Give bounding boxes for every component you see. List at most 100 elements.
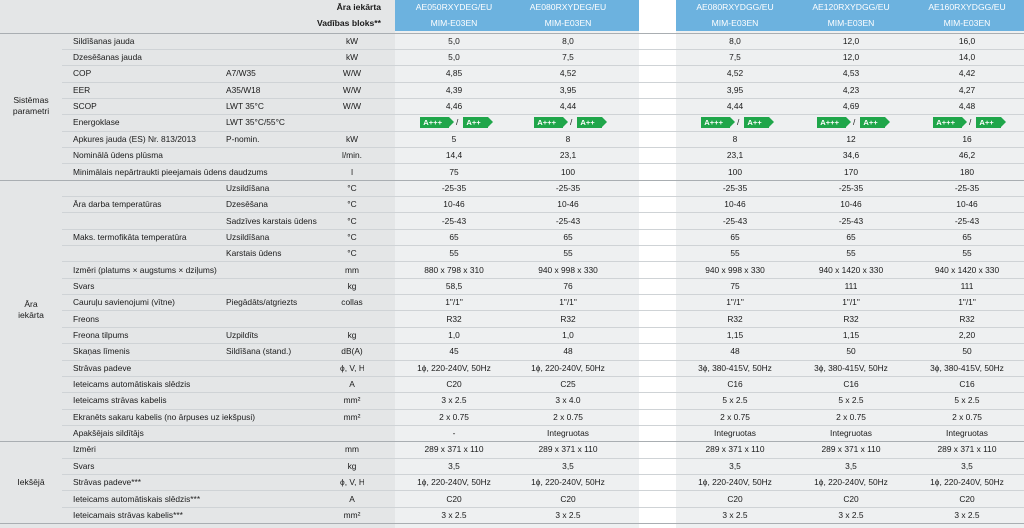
value-cell: 3 x 2.5 — [722, 509, 748, 520]
value-cell: 289 x 371 x 110 — [424, 444, 484, 455]
row-condition: LWT 35°C/55°C — [226, 117, 285, 128]
value-cell: C20 — [560, 493, 576, 504]
control-unit: MIM-E03EN — [827, 18, 875, 28]
row-condition: Uzsildīšana — [226, 231, 270, 242]
value-cell: 7,5 — [562, 52, 574, 63]
energy-badge-primary: A+++ — [933, 116, 967, 128]
row-unit: collas — [341, 297, 363, 308]
value-cell: 3 x 2.5 — [441, 395, 467, 406]
value-cell: R32 — [727, 313, 743, 324]
row-divider — [62, 343, 1024, 345]
value-cell: 1"/1" — [559, 297, 577, 308]
value-cell: C16 — [959, 379, 975, 390]
row-condition: Piegādāts/atgriezts — [226, 297, 298, 308]
row-label: Strāvas padeve — [73, 362, 132, 373]
value-cell: 5 x 2.5 — [722, 395, 748, 406]
value-cell: 58,5 — [445, 280, 463, 291]
row-condition: P-nomin. — [226, 133, 260, 144]
model-name: AE080RXYDGG/EU — [696, 2, 774, 12]
value-cell: - — [452, 428, 456, 439]
value-cell: 3ϕ, 380-415V, 50Hz — [930, 362, 1004, 373]
value-cell: 3ϕ, 380-415V, 50Hz — [814, 362, 888, 373]
value-cell: 48 — [730, 346, 740, 357]
row-label: Svars — [73, 460, 95, 471]
value-cell: 12 — [846, 133, 856, 144]
value-cell: -25-43 — [555, 215, 581, 226]
row-unit: W/W — [342, 68, 362, 79]
group-label: iekārta — [18, 310, 44, 321]
model-name: AE050RXYDEG/EU — [415, 2, 493, 12]
row-divider — [62, 245, 1024, 247]
value-cell: 3,5 — [961, 460, 973, 471]
value-cell: 2 x 0.75 — [439, 411, 469, 422]
row-label: Cauruļu savienojumi (vītne) — [73, 297, 175, 308]
header-bg-left — [395, 0, 639, 31]
energy-class-badges: A+++ / A++ — [801, 114, 901, 130]
value-cell: R32 — [843, 313, 859, 324]
row-unit: °C — [347, 182, 357, 193]
value-cell: 1,0 — [448, 330, 460, 340]
row-divider — [62, 277, 1024, 279]
value-cell: -25-43 — [441, 215, 467, 226]
value-cell: 289 x 371 x 110 — [538, 444, 598, 455]
value-cell: 34,6 — [842, 150, 860, 161]
row-label: Energoklase — [73, 117, 120, 128]
row-unit: °C — [347, 231, 357, 242]
value-cell: 8,0 — [562, 35, 574, 46]
row-unit: °C — [347, 215, 357, 226]
label-column-bg — [0, 0, 62, 528]
row-divider — [62, 473, 1024, 475]
group-divider — [0, 179, 1024, 181]
value-cell: 289 x 371 x 110 — [821, 444, 881, 455]
table-bottom-line — [0, 523, 1024, 524]
value-cell: 46,2 — [958, 150, 976, 161]
value-cell: -25-35 — [555, 182, 581, 193]
value-cell: C20 — [843, 493, 859, 504]
value-cell: 1ϕ, 220-240V, 50Hz — [531, 477, 605, 488]
row-label: Strāvas padeve*** — [73, 477, 141, 488]
value-cell: 8 — [565, 133, 571, 144]
row-label: SCOP — [73, 101, 97, 112]
value-cell: 3 x 2.5 — [555, 509, 581, 520]
row-divider — [62, 114, 1024, 116]
value-cell: 1ϕ, 220-240V, 50Hz — [417, 362, 491, 373]
energy-badge-primary: A+++ — [420, 116, 454, 128]
row-divider — [62, 48, 1024, 50]
value-cell: 65 — [449, 231, 459, 242]
row-divider — [62, 490, 1024, 492]
value-cell: 5 x 2.5 — [838, 395, 864, 406]
value-cell: 2 x 0.75 — [720, 411, 750, 422]
row-divider — [62, 326, 1024, 328]
group-divider — [0, 32, 1024, 34]
value-cell: Integruotas — [714, 428, 756, 439]
row-label: Dzesēšanas jauda — [73, 52, 142, 63]
value-cell: 940 x 998 x 330 — [705, 264, 765, 275]
value-cell: 1ϕ, 220-240V, 50Hz — [698, 477, 772, 488]
value-cell: 50 — [846, 346, 856, 357]
energy-badge-separator: / — [969, 117, 972, 128]
value-cell: 23,1 — [726, 150, 744, 161]
row-unit: kW — [345, 35, 359, 46]
value-cell: 1"/1" — [726, 297, 744, 308]
row-unit: A — [349, 493, 355, 504]
row-unit: W/W — [342, 101, 362, 112]
value-cell: 1ϕ, 220-240V, 50Hz — [531, 362, 605, 373]
value-bg-left — [395, 0, 639, 528]
row-divider — [62, 81, 1024, 83]
row-unit: mm — [345, 264, 359, 275]
value-cell: 1"/1" — [445, 297, 463, 308]
group-label: Sistēmas — [13, 95, 49, 106]
value-cell: 180 — [960, 166, 974, 177]
group-label: parametri — [12, 106, 50, 117]
group-label: Iekšējā — [17, 476, 45, 487]
row-unit: l/min. — [341, 150, 362, 161]
energy-badge-secondary: A++ — [860, 116, 891, 128]
value-cell: 170 — [844, 166, 858, 177]
value-cell: 3,5 — [562, 460, 574, 471]
energy-badge-primary: A+++ — [701, 116, 735, 128]
energy-class-badges: A+++ / A++ — [518, 114, 618, 130]
value-cell: 14,0 — [958, 52, 976, 63]
header-bg-right — [676, 0, 1024, 31]
value-cell: 76 — [563, 280, 573, 291]
